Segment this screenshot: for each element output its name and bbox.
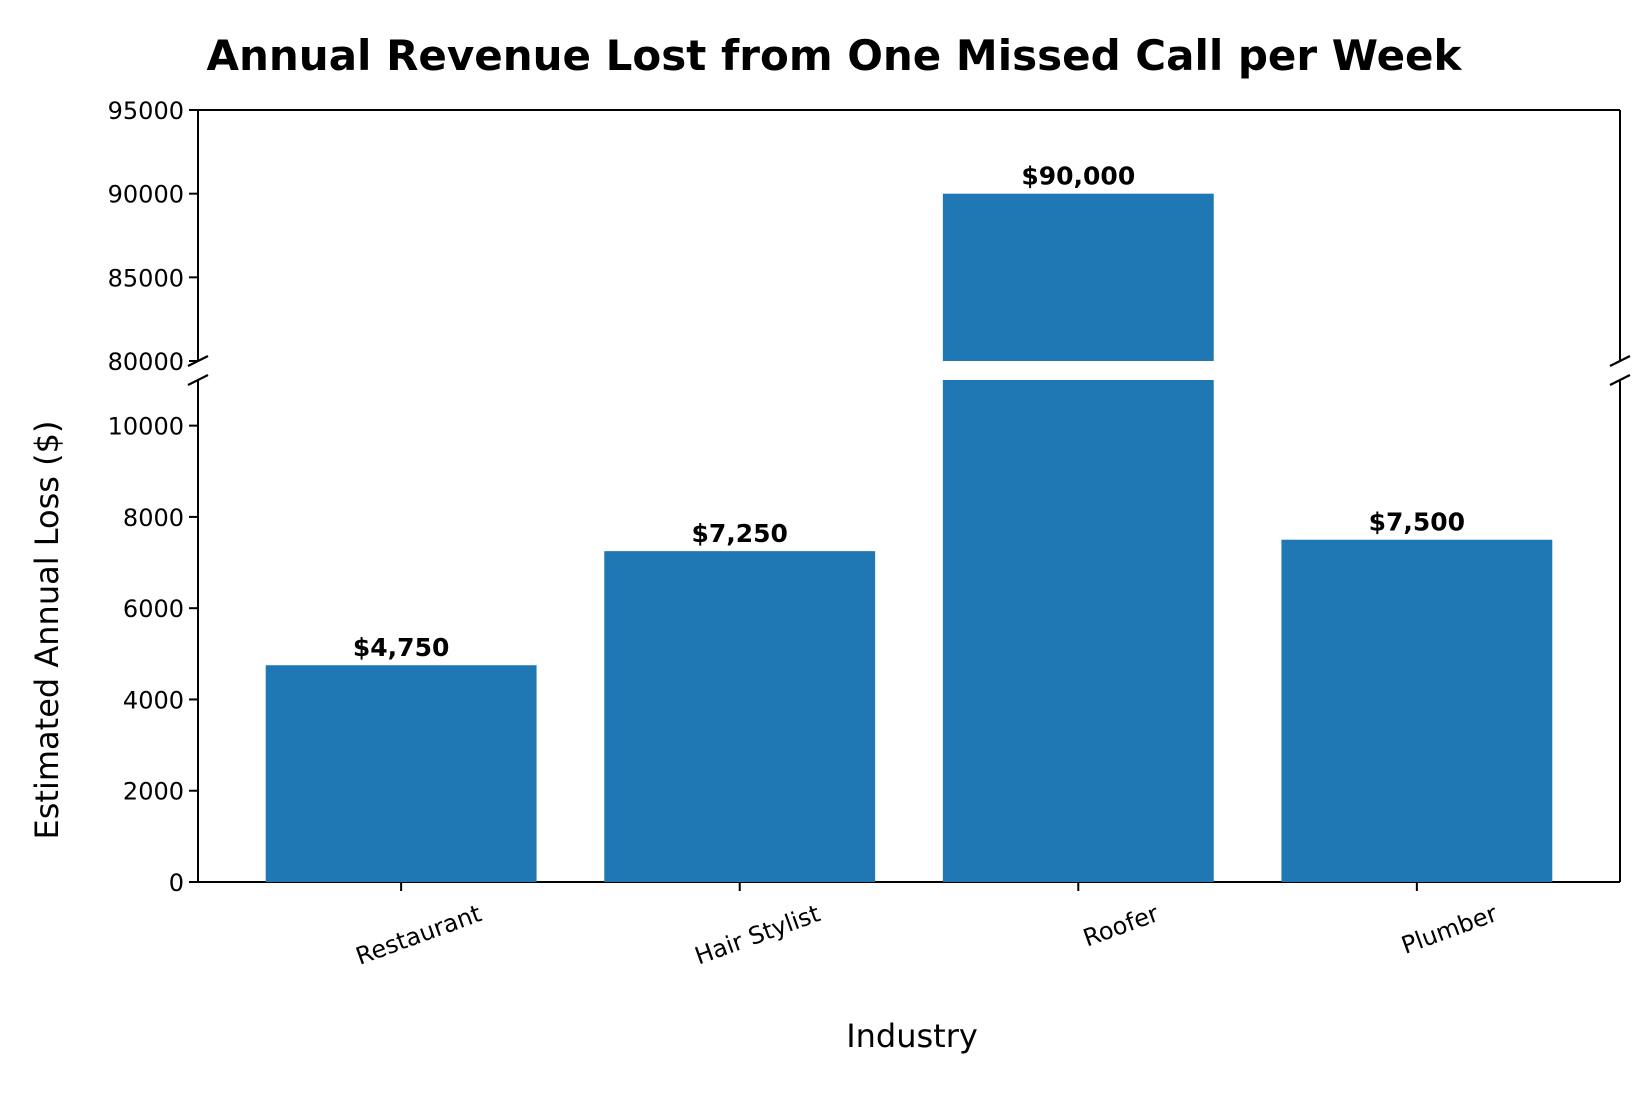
chart-title: Annual Revenue Lost from One Missed Call…: [207, 31, 1463, 80]
upper-axis-panel: 80000 85000 90000 95000: [108, 97, 1621, 376]
y-tick-label: 4000: [123, 686, 184, 714]
axis-break-mark: [187, 374, 209, 386]
bars-group: [265, 193, 1553, 882]
axis-break-mark: [187, 355, 209, 367]
bar-roofer: [942, 380, 1214, 882]
x-tick-label: Roofer: [1079, 899, 1162, 952]
bar-roofer-upper: [942, 193, 1214, 361]
y-tick-label: 80000: [108, 348, 184, 376]
bar-restaurant: [265, 665, 537, 882]
y-tick-label: 0: [169, 869, 184, 897]
y-tick-label: 90000: [108, 181, 184, 209]
data-label: $4,750: [353, 633, 449, 662]
y-tick-label: 6000: [123, 595, 184, 623]
y-tick-label: 8000: [123, 504, 184, 532]
y-axis-label: Estimated Annual Loss ($): [28, 421, 66, 840]
y-tick-label: 2000: [123, 778, 184, 806]
x-tick-label: Restaurant: [352, 899, 485, 970]
x-axis-label: Industry: [846, 1017, 978, 1055]
x-tick-label: Hair Stylist: [691, 899, 824, 970]
y-tick-label: 95000: [108, 97, 184, 125]
x-axis-ticks: Restaurant Hair Stylist Roofer Plumber: [352, 882, 1501, 971]
x-tick-label: Plumber: [1398, 899, 1501, 959]
data-labels-group: $4,750 $7,250 $90,000 $7,500: [353, 162, 1465, 663]
data-label: $7,250: [691, 519, 787, 548]
data-label: $7,500: [1369, 508, 1465, 537]
axis-break-mark: [1609, 355, 1631, 367]
axis-break-marks: [187, 355, 1631, 386]
y-tick-label: 10000: [108, 413, 184, 441]
bar-hair-stylist: [604, 551, 876, 882]
axis-break-mark: [1609, 374, 1631, 386]
data-label: $90,000: [1021, 162, 1135, 191]
y-tick-label: 85000: [108, 264, 184, 292]
bar-plumber: [1281, 539, 1553, 882]
